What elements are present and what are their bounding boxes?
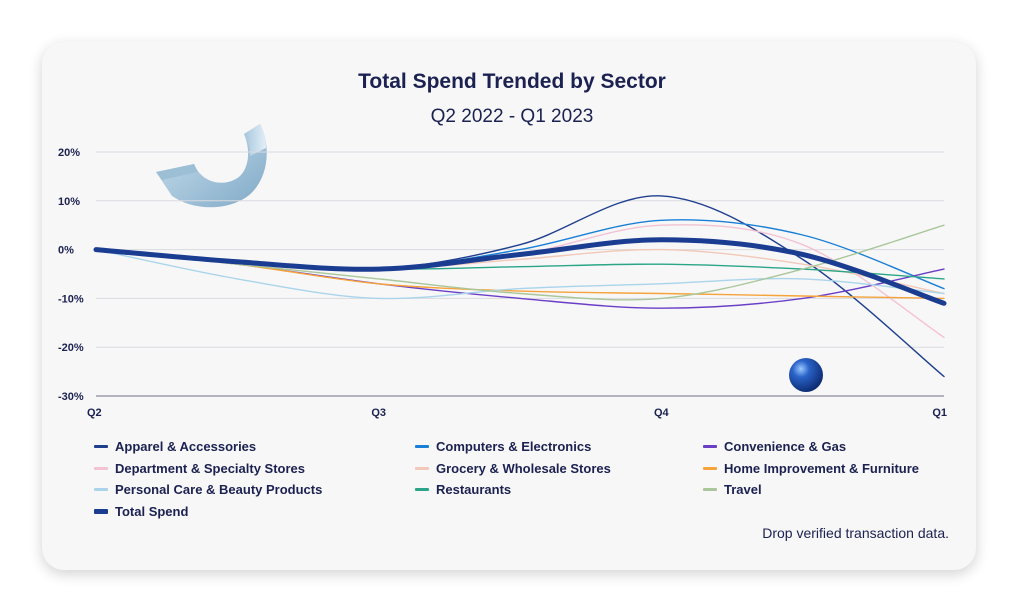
legend-item: Restaurants xyxy=(415,482,511,497)
legend-item: Grocery & Wholesale Stores xyxy=(415,461,611,476)
legend-label: Department & Specialty Stores xyxy=(115,460,306,476)
chart-title: Total Spend Trended by Sector xyxy=(358,70,666,93)
y-tick-label: -20% xyxy=(58,342,84,354)
series-line-apparel-accessories xyxy=(95,195,945,378)
legend-item: Travel xyxy=(703,482,762,497)
legend-label: Home Improvement & Furniture xyxy=(724,460,920,476)
legend-label: Convenience & Gas xyxy=(724,439,847,454)
legend-swatch xyxy=(94,445,108,448)
chart-subtitle: Q2 2022 - Q1 2023 xyxy=(430,106,594,127)
sphere-decoration xyxy=(789,358,823,392)
y-tick-label: 0% xyxy=(58,245,74,257)
legend-swatch xyxy=(94,466,108,470)
legend-swatch xyxy=(415,466,429,470)
series-line-department-specialty-stores xyxy=(95,224,945,339)
arch-shape-decoration xyxy=(156,124,267,208)
legend-item: Department & Specialty Stores xyxy=(94,461,305,476)
legend-swatch xyxy=(415,445,429,448)
legend-label: Total Spend xyxy=(115,503,189,519)
y-tick-label: 10% xyxy=(58,196,80,208)
legend-swatch xyxy=(94,508,108,514)
chart-card xyxy=(42,42,976,570)
legend-swatch xyxy=(703,488,717,491)
y-tick-label: -10% xyxy=(58,293,84,305)
legend-item: Total Spend xyxy=(94,504,188,519)
legend-swatch xyxy=(415,488,429,491)
footnote: Drop verified transaction data. xyxy=(762,525,949,541)
legend-label: Apparel & Accessories xyxy=(115,439,257,454)
legend-item: Convenience & Gas xyxy=(703,439,846,454)
series-line-total-spend xyxy=(93,237,947,306)
series-line-personal-care-beauty-products xyxy=(95,248,945,300)
legend-label: Travel xyxy=(724,482,762,497)
legend-item: Home Improvement & Furniture xyxy=(703,461,919,476)
legend-label: Personal Care & Beauty Products xyxy=(115,482,323,497)
legend-label: Computers & Electronics xyxy=(436,439,592,454)
legend-swatch xyxy=(94,488,108,491)
legend-item: Personal Care & Beauty Products xyxy=(94,482,322,497)
legend-label: Restaurants xyxy=(436,482,512,497)
y-tick-label: -30% xyxy=(58,391,84,403)
legend-label: Grocery & Wholesale Stores xyxy=(436,460,611,476)
x-tick-label: Q1 xyxy=(932,407,947,419)
y-tick-label: 20% xyxy=(58,147,80,159)
x-tick-label: Q4 xyxy=(654,407,670,419)
legend-item: Computers & Electronics xyxy=(415,439,591,454)
legend-swatch xyxy=(703,445,717,448)
legend-item: Apparel & Accessories xyxy=(94,439,256,454)
x-tick-label: Q2 xyxy=(87,407,102,419)
legend-swatch xyxy=(703,466,717,470)
x-tick-label: Q3 xyxy=(371,407,386,419)
